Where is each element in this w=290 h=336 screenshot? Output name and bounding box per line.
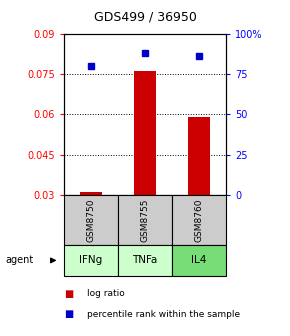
Text: IFNg: IFNg — [79, 255, 102, 265]
Text: agent: agent — [6, 255, 34, 265]
Bar — [188, 117, 210, 195]
Text: IL4: IL4 — [191, 255, 207, 265]
Text: TNFa: TNFa — [132, 255, 158, 265]
Text: GSM8755: GSM8755 — [140, 198, 150, 242]
Text: percentile rank within the sample: percentile rank within the sample — [87, 310, 240, 319]
Text: GSM8750: GSM8750 — [86, 198, 95, 242]
Bar — [134, 71, 156, 195]
Text: ■: ■ — [64, 289, 73, 299]
Text: GSM8760: GSM8760 — [195, 198, 204, 242]
Text: ■: ■ — [64, 309, 73, 319]
Text: GDS499 / 36950: GDS499 / 36950 — [94, 10, 196, 24]
Bar — [80, 192, 102, 195]
Text: log ratio: log ratio — [87, 290, 125, 298]
